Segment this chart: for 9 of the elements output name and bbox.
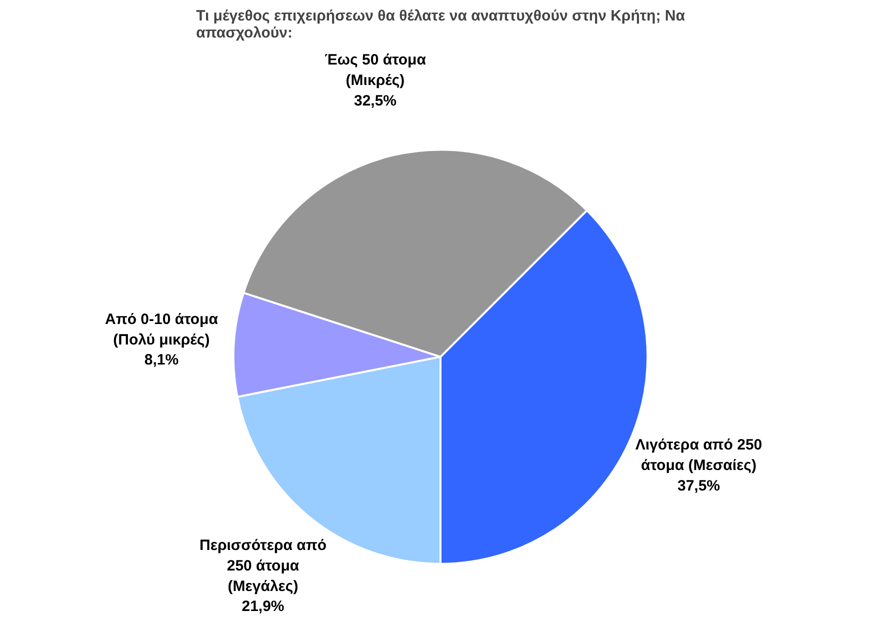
slice-label: Έως 50 άτομα (Μικρές) bbox=[324, 52, 427, 90]
data-label: 8,1% bbox=[144, 352, 179, 369]
slice-label: Λιγότερα από 250 άτομα (Μεσαίες) bbox=[635, 436, 762, 474]
data-label: 37,5% bbox=[677, 477, 720, 494]
data-label: 32,5% bbox=[354, 92, 397, 110]
chart-title: Τι μέγεθος επιχειρήσεων θα θέλατε να αναπτυχθούν στην Κρήτη; Να απασχολούν: bbox=[196, 8, 686, 42]
slice-label: Περισσότερα από 250 άτομα (Μεγάλες) bbox=[199, 537, 327, 595]
slice-label: Από 0-10 άτομα (Πολύ μικρές) bbox=[105, 310, 219, 348]
data-label: 21,9% bbox=[242, 598, 284, 616]
